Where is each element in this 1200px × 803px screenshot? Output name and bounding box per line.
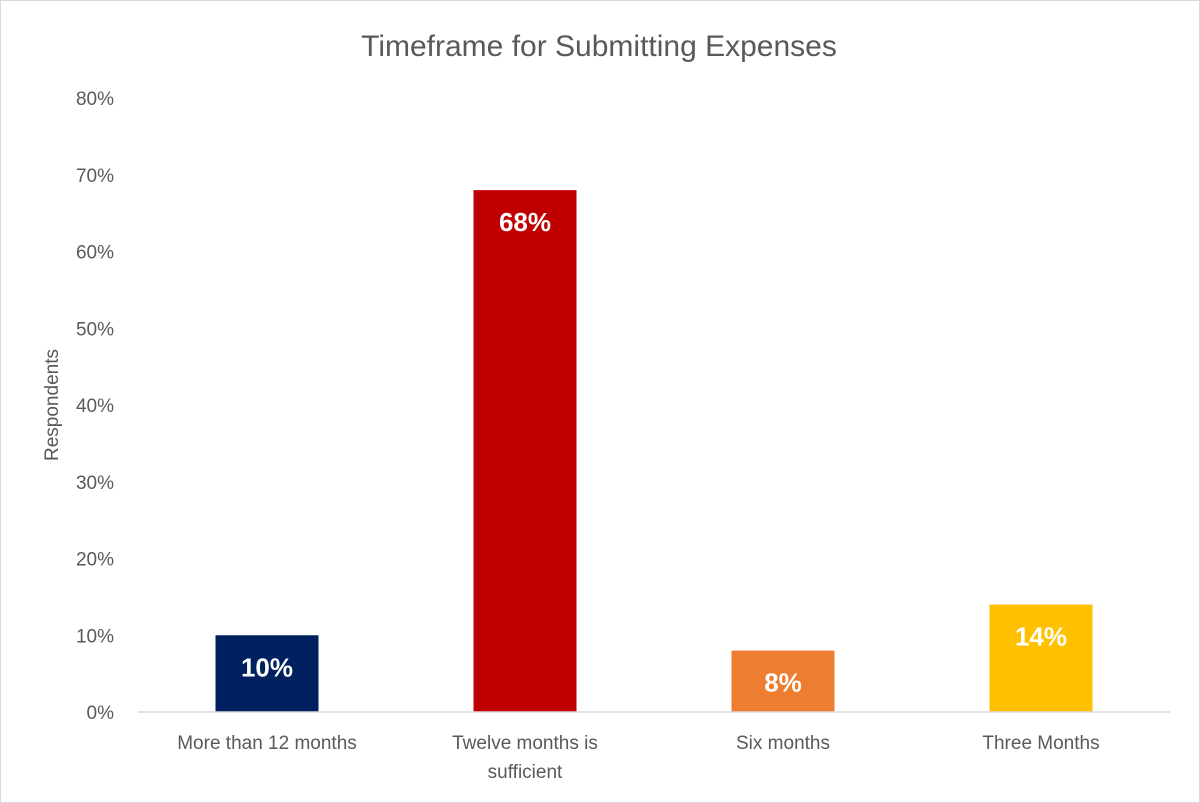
- y-tick-label: 40%: [76, 396, 114, 417]
- x-category-label: Twelve months is: [452, 733, 598, 754]
- y-tick-label: 20%: [76, 550, 114, 571]
- bars-group: [215, 190, 1093, 713]
- chart-title: Timeframe for Submitting Expenses: [361, 30, 837, 63]
- bar-data-label: 10%: [241, 652, 293, 682]
- bar: [215, 635, 319, 712]
- bar-data-label: 8%: [764, 668, 802, 698]
- y-tick-label: 10%: [76, 626, 114, 647]
- bar: [989, 604, 1093, 712]
- bar: [473, 190, 577, 713]
- x-category-label: Three Months: [982, 733, 1099, 754]
- y-tick-label: 80%: [76, 89, 114, 110]
- bar-data-label: 14%: [1015, 622, 1067, 652]
- x-category-label: sufficient: [488, 762, 563, 783]
- y-tick-label: 70%: [76, 166, 114, 187]
- x-category-label: More than 12 months: [177, 733, 357, 754]
- y-tick-label: 50%: [76, 319, 114, 340]
- y-axis-tick-labels: 0% 10% 20% 30% 40% 50% 60% 70% 80%: [76, 89, 114, 724]
- x-axis-category-labels: More than 12 months Twelve months is suffi…: [177, 733, 1099, 783]
- y-tick-label: 60%: [76, 243, 114, 264]
- data-labels-group: 10% 68% 8% 14%: [241, 207, 1067, 697]
- y-tick-label: 30%: [76, 473, 114, 494]
- bar: [731, 650, 835, 712]
- y-axis-title: Respondents: [42, 349, 63, 461]
- x-category-label: Six months: [736, 733, 830, 754]
- bar-data-label: 68%: [499, 207, 551, 237]
- y-tick-label: 0%: [87, 703, 115, 724]
